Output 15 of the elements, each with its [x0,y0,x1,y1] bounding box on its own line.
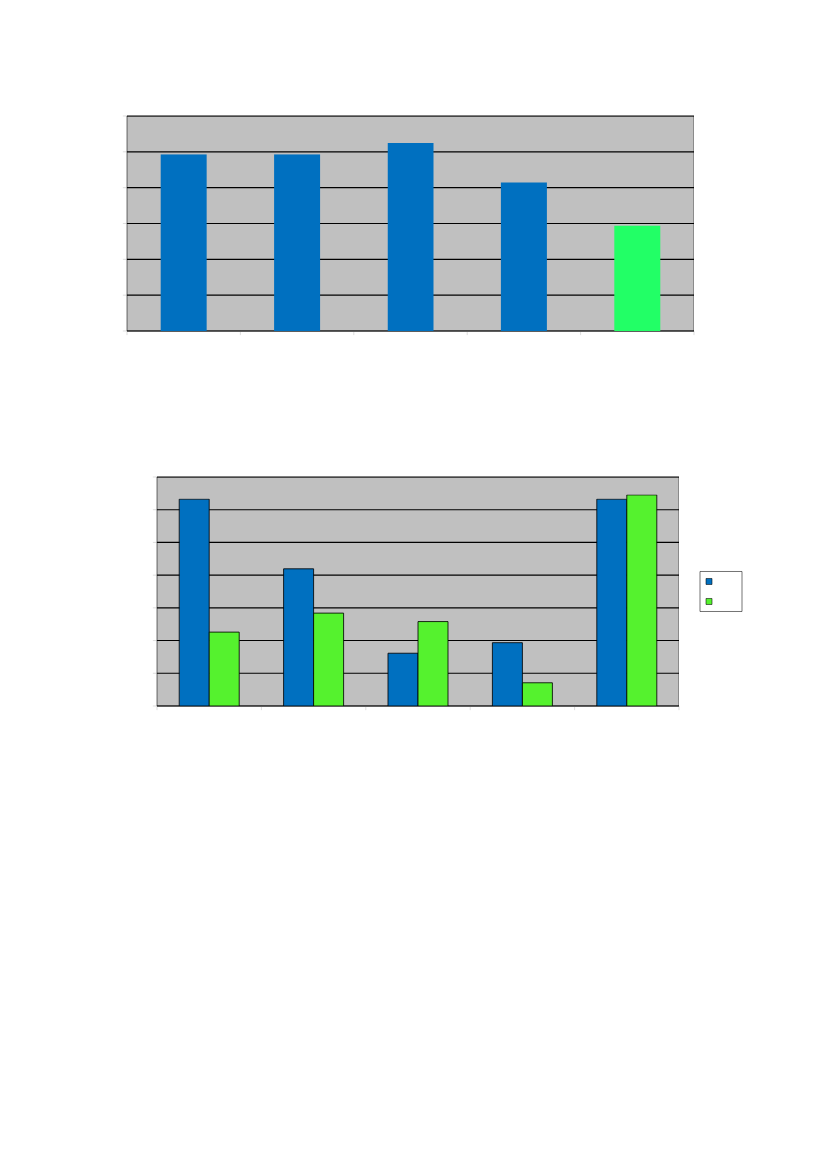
bar [387,652,419,706]
bar [160,154,207,331]
bar [313,612,345,706]
bar [274,154,321,331]
bar [614,225,661,331]
bar [417,621,449,706]
bar [178,498,210,706]
bar [626,494,658,706]
bar [491,642,523,706]
bar [500,182,547,331]
bar [596,498,628,706]
bar [283,568,315,706]
bar [208,631,240,706]
bar [521,682,553,706]
bar [387,143,434,331]
